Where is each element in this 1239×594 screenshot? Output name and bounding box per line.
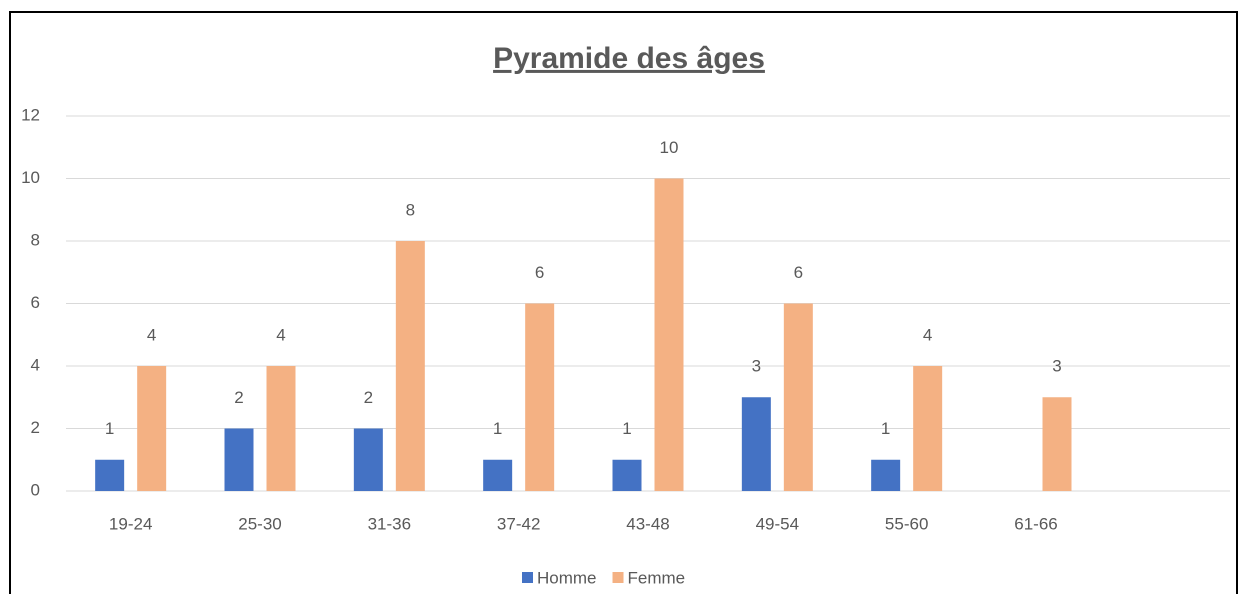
y-tick-label: 8 <box>31 230 40 249</box>
chart-title: Pyramide des âges <box>493 42 765 75</box>
data-label: 1 <box>493 419 502 438</box>
data-label: 4 <box>923 325 932 344</box>
y-tick-label: 2 <box>31 418 40 437</box>
y-tick-label: 12 <box>21 105 40 124</box>
bar <box>224 428 254 491</box>
y-tick-label: 10 <box>21 168 40 187</box>
x-tick-label: 19-24 <box>109 514 152 533</box>
frame <box>9 11 1238 594</box>
bar <box>483 459 513 491</box>
data-label: 2 <box>364 388 373 407</box>
data-label: 3 <box>1052 357 1061 376</box>
x-tick-label: 55-60 <box>885 514 928 533</box>
bar <box>1042 397 1072 491</box>
data-label: 4 <box>147 325 156 344</box>
x-tick-label: 25-30 <box>238 514 281 533</box>
bar <box>525 303 555 491</box>
bar <box>783 303 813 491</box>
bar <box>266 366 296 491</box>
data-label: 3 <box>752 357 761 376</box>
data-label: 1 <box>622 419 631 438</box>
bar <box>612 459 642 491</box>
data-label: 8 <box>406 200 415 219</box>
bar <box>395 241 425 491</box>
bar <box>871 459 901 491</box>
x-tick-label: 43-48 <box>626 514 669 533</box>
data-label: 2 <box>234 388 243 407</box>
x-tick-label: 37-42 <box>497 514 540 533</box>
data-label: 6 <box>535 263 544 282</box>
bar <box>95 459 125 491</box>
bar <box>654 178 684 491</box>
y-tick-label: 4 <box>31 355 40 374</box>
data-label: 1 <box>105 419 114 438</box>
legend-label: Homme <box>537 568 597 587</box>
bar <box>913 366 943 491</box>
data-label: 6 <box>794 263 803 282</box>
y-tick-label: 0 <box>31 480 40 499</box>
y-tick-label: 6 <box>31 293 40 312</box>
legend-label: Femme <box>628 568 686 587</box>
bar <box>137 366 167 491</box>
legend-swatch <box>612 572 624 583</box>
bar <box>741 397 771 491</box>
bar <box>353 428 383 491</box>
legend-swatch <box>522 572 533 583</box>
x-tick-label: 49-54 <box>756 514 799 533</box>
x-tick-label: 31-36 <box>368 514 411 533</box>
data-label: 4 <box>276 325 285 344</box>
data-label: 1 <box>881 419 890 438</box>
x-tick-label: 61-66 <box>1014 514 1057 533</box>
data-label: 10 <box>660 138 679 157</box>
